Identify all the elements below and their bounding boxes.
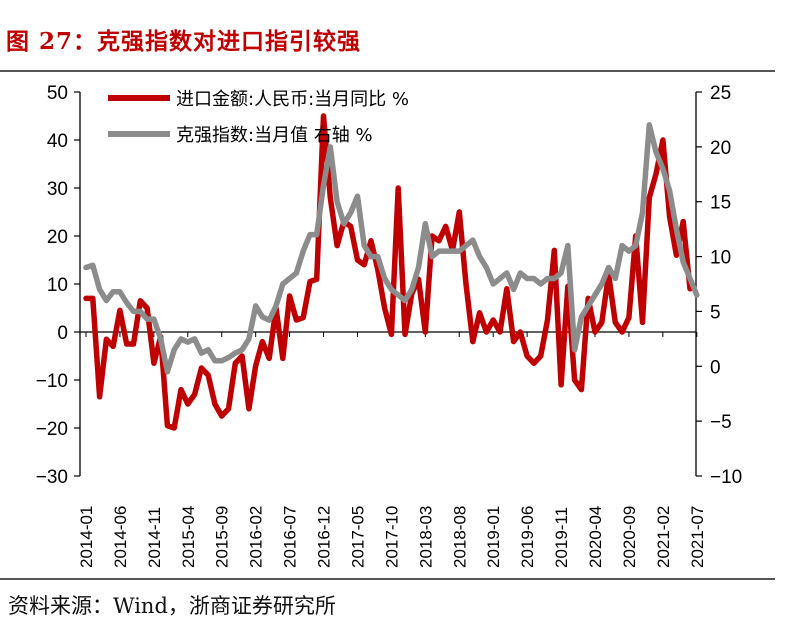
- x-tick-label: 2016-12: [315, 506, 334, 568]
- left-tick-label: −30: [36, 467, 68, 488]
- x-tick-label: 2017-05: [348, 506, 367, 568]
- x-tick-label: 2015-09: [213, 506, 232, 568]
- x-tick-label: 2014-01: [77, 506, 96, 568]
- left-tick-label: 20: [47, 227, 68, 248]
- x-tick-label: 2019-01: [484, 506, 503, 568]
- right-tick-label: 5: [710, 302, 721, 323]
- left-tick-label: 0: [57, 323, 68, 344]
- right-tick-label: −10: [710, 467, 742, 488]
- x-tick-label: 2021-02: [654, 506, 673, 568]
- x-tick-label: 2021-07: [688, 506, 707, 568]
- axes-group: −30 −20 −10 0 10 20 30 40 50 −10 −5 0 5 10 15 20 25 2014-…: [36, 83, 742, 568]
- left-tick-label: 40: [47, 131, 68, 152]
- right-tick-label: 10: [710, 248, 731, 269]
- x-tick-label: 2020-09: [620, 506, 639, 568]
- legend: 进口金额:人民币:当月同比 % 克强指数:当月值 右轴 %: [108, 89, 409, 146]
- right-tick-label: −5: [710, 412, 732, 433]
- legend-label: 克强指数:当月值 右轴 %: [176, 125, 373, 146]
- import-yoy-line: [83, 113, 693, 431]
- x-tick-label: 2020-04: [586, 506, 605, 568]
- left-tick-label: 50: [47, 83, 68, 104]
- right-tick-label: 15: [710, 193, 731, 214]
- bottom-divider: [0, 578, 775, 580]
- x-tick-label: 2019-06: [518, 506, 537, 568]
- top-divider: [0, 70, 775, 72]
- legend-label: 进口金额:人民币:当月同比 %: [176, 89, 409, 110]
- x-tick-label: 2016-02: [247, 506, 266, 568]
- keqiang-index-line: [83, 122, 700, 375]
- left-tick-label: −10: [36, 371, 68, 392]
- x-tick-label: 2016-07: [281, 506, 300, 568]
- x-tick-label: 2014-11: [145, 507, 164, 568]
- right-tick-label: 25: [710, 83, 731, 104]
- source-note: 资料来源：Wind，浙商证券研究所: [8, 594, 336, 618]
- x-tick-label: 2018-03: [416, 506, 435, 568]
- right-tick-label: 20: [710, 138, 731, 159]
- chart-title: 图 27：克强指数对进口指引较强: [6, 28, 362, 55]
- left-tick-label: 30: [47, 179, 68, 200]
- x-tick-label: 2018-08: [450, 506, 469, 568]
- x-tick-label: 2017-10: [382, 506, 401, 568]
- right-tick-label: 0: [710, 357, 721, 378]
- series-group: [83, 113, 700, 431]
- left-tick-label: 10: [47, 275, 68, 296]
- x-tick-label: 2015-04: [179, 506, 198, 568]
- x-tick-label: 2019-11: [552, 507, 571, 568]
- x-tick-label: 2014-06: [111, 506, 130, 568]
- left-tick-label: −20: [36, 419, 68, 440]
